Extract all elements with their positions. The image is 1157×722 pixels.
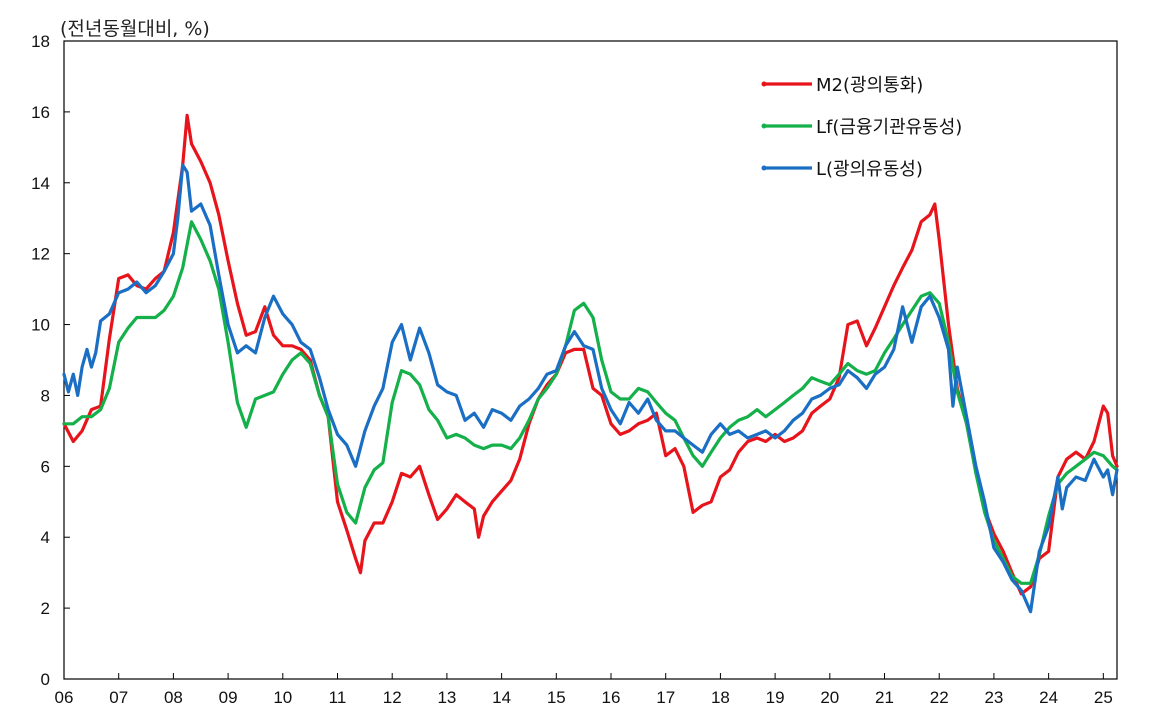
x-tick-label: 13: [437, 688, 456, 707]
x-tick-label: 10: [273, 688, 292, 707]
legend-marker: [761, 123, 767, 129]
x-tick-label: 17: [656, 688, 675, 707]
x-tick-label: 22: [930, 688, 949, 707]
y-tick-label: 16: [31, 103, 50, 122]
unit-label: (전년동월대비, %): [60, 18, 210, 40]
x-tick-label: 07: [109, 688, 128, 707]
x-tick-label: 12: [383, 688, 402, 707]
plot-area-frame: [63, 40, 1118, 680]
x-tick-label: 18: [711, 688, 730, 707]
series-line-0: [62, 113, 1119, 596]
y-tick-label: 12: [31, 245, 50, 264]
y-tick-label: 2: [41, 599, 50, 618]
x-tick-label: 20: [820, 688, 839, 707]
x-tick-label: 19: [766, 688, 785, 707]
series-lines: [62, 113, 1119, 614]
legend-label: M2(광의통화): [816, 75, 923, 96]
y-axis: 0 2 4 6 8 10 12 14 16 18: [31, 32, 70, 689]
x-tick-label: 25: [1094, 688, 1113, 707]
y-tick-label: 4: [41, 528, 50, 547]
y-tick-label: 14: [31, 174, 50, 193]
x-tick-label: 15: [547, 688, 566, 707]
x-axis: 06 07 08 09 10 11 12 13 14 15 16 17 18 19 20 21 22 23 24 25: [55, 673, 1113, 707]
x-tick-label: 09: [219, 688, 238, 707]
x-tick-label: 06: [55, 688, 74, 707]
legend-marker: [761, 165, 767, 171]
y-tick-label: 0: [41, 670, 50, 689]
y-tick-label: 6: [41, 457, 50, 476]
x-tick-label: 24: [1039, 688, 1058, 707]
series-line-2: [62, 163, 1119, 614]
x-tick-label: 21: [875, 688, 894, 707]
x-tick-label: 23: [984, 688, 1003, 707]
y-tick-label: 8: [41, 386, 50, 405]
x-tick-label: 08: [164, 688, 183, 707]
x-tick-label: 16: [602, 688, 621, 707]
legend: M2(광의통화) Lf(금융기관유동성) L(광의유동성): [761, 75, 962, 180]
legend-marker: [761, 81, 767, 87]
y-tick-label: 18: [31, 32, 50, 51]
legend-label: L(광의유동성): [816, 159, 923, 180]
x-tick-label: 11: [329, 688, 347, 707]
series-line-1: [62, 220, 1119, 585]
y-tick-label: 10: [31, 316, 50, 335]
legend-label: Lf(금융기관유동성): [816, 117, 962, 138]
x-tick-label: 14: [492, 688, 511, 707]
